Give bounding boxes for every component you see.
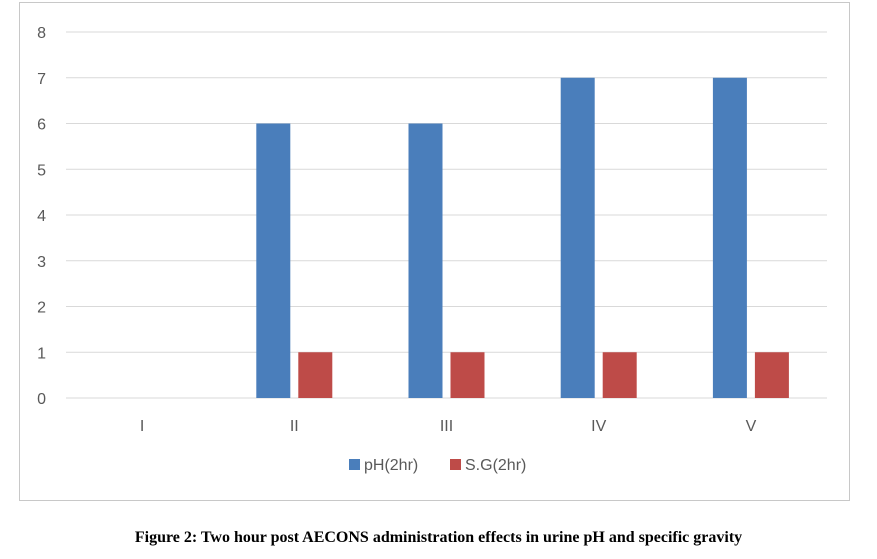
y-tick-label: 0 xyxy=(37,391,46,408)
legend-label-1: S.G(2hr) xyxy=(465,457,526,474)
y-tick-label: 6 xyxy=(37,117,46,134)
bar-pH(2hr)-III xyxy=(408,123,443,398)
bar-S.G(2hr)-IV xyxy=(602,352,637,398)
gridlines xyxy=(66,31,827,399)
bar-pH(2hr)-IV xyxy=(560,77,595,398)
legend: pH(2hr) S.G(2hr) xyxy=(349,457,526,474)
bars xyxy=(256,77,789,398)
x-tick-label: II xyxy=(290,418,299,435)
x-axis-tick-labels: I II III IV V xyxy=(140,418,757,435)
bar-pH(2hr)-II xyxy=(256,123,291,398)
x-tick-label: III xyxy=(440,418,453,435)
legend-label-0: pH(2hr) xyxy=(364,457,418,474)
bar-S.G(2hr)-II xyxy=(298,352,333,398)
figure-caption: Figure 2: Two hour post AECONS administr… xyxy=(134,529,743,546)
y-tick-label: 3 xyxy=(37,254,46,271)
y-tick-label: 8 xyxy=(37,25,46,42)
y-axis-tick-labels: 0 1 2 3 4 5 6 7 8 xyxy=(37,25,46,408)
bar-pH(2hr)-V xyxy=(712,77,747,398)
y-tick-label: 4 xyxy=(37,208,46,225)
y-tick-label: 5 xyxy=(37,162,46,179)
bar-S.G(2hr)-III xyxy=(450,352,485,398)
bar-S.G(2hr)-V xyxy=(754,352,789,398)
x-tick-label: IV xyxy=(591,418,606,435)
y-tick-label: 7 xyxy=(37,71,46,88)
legend-swatch-1 xyxy=(450,459,461,470)
x-tick-label: I xyxy=(140,418,144,435)
y-tick-label: 1 xyxy=(37,345,46,362)
y-tick-label: 2 xyxy=(37,300,46,317)
legend-swatch-0 xyxy=(349,459,360,470)
x-tick-label: V xyxy=(746,418,757,435)
